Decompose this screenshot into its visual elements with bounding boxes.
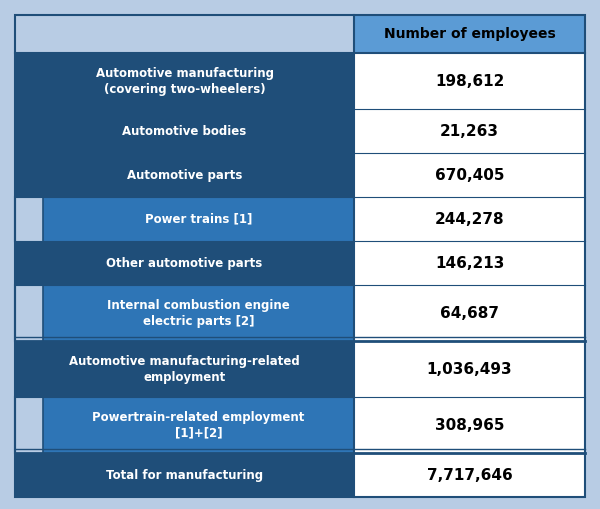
Bar xyxy=(15,109,354,153)
Text: Automotive manufacturing-related
employment: Automotive manufacturing-related employm… xyxy=(69,354,300,383)
Bar xyxy=(15,341,354,397)
Bar xyxy=(354,341,585,397)
Text: 308,965: 308,965 xyxy=(435,417,505,433)
Text: Other automotive parts: Other automotive parts xyxy=(106,257,263,269)
Text: Automotive parts: Automotive parts xyxy=(127,168,242,182)
Bar xyxy=(354,285,585,341)
Text: Total for manufacturing: Total for manufacturing xyxy=(106,468,263,482)
Bar xyxy=(43,397,354,453)
Bar xyxy=(15,397,43,453)
Bar xyxy=(15,53,354,109)
Text: 1,036,493: 1,036,493 xyxy=(427,361,512,377)
Bar xyxy=(15,153,354,197)
Bar xyxy=(354,453,585,497)
Bar xyxy=(354,53,585,109)
Text: 198,612: 198,612 xyxy=(435,73,504,89)
Text: 670,405: 670,405 xyxy=(435,167,505,183)
Text: 244,278: 244,278 xyxy=(435,212,505,227)
Bar xyxy=(43,197,354,241)
Bar xyxy=(354,153,585,197)
Text: 146,213: 146,213 xyxy=(435,256,504,270)
Text: Automotive bodies: Automotive bodies xyxy=(122,125,247,137)
Bar xyxy=(354,197,585,241)
Bar xyxy=(354,397,585,453)
Bar xyxy=(354,15,585,53)
Bar xyxy=(43,285,354,341)
Text: Powertrain-related employment
[1]+[2]: Powertrain-related employment [1]+[2] xyxy=(92,410,305,439)
Bar xyxy=(15,197,43,241)
Text: 64,687: 64,687 xyxy=(440,305,499,321)
Text: Number of employees: Number of employees xyxy=(384,27,556,41)
Bar xyxy=(15,453,354,497)
Bar xyxy=(15,285,43,341)
Text: 21,263: 21,263 xyxy=(440,124,499,138)
Text: 7,717,646: 7,717,646 xyxy=(427,467,512,483)
Text: Automotive manufacturing
(covering two-wheelers): Automotive manufacturing (covering two-w… xyxy=(95,67,274,96)
Bar xyxy=(354,241,585,285)
Text: Power trains [1]: Power trains [1] xyxy=(145,212,252,225)
Bar xyxy=(354,109,585,153)
Bar xyxy=(15,241,354,285)
Text: Internal combustion engine
electric parts [2]: Internal combustion engine electric part… xyxy=(107,298,290,327)
